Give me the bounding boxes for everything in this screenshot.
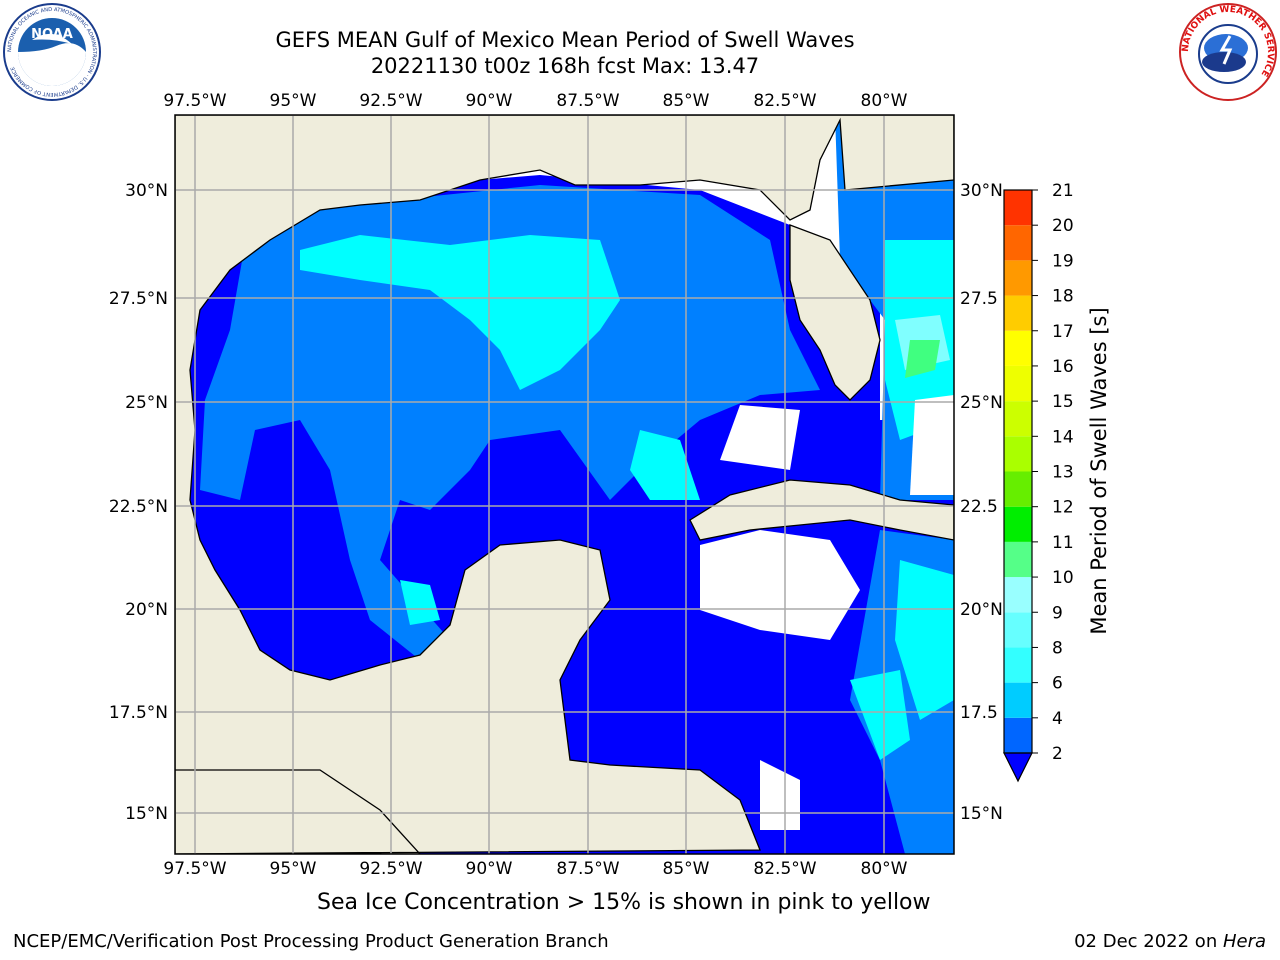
footer-credit: NCEP/EMC/Verification Post Processing Pr… bbox=[13, 931, 609, 952]
field-caribbean-cyan2 bbox=[850, 670, 910, 760]
lon-label-top: 80°W bbox=[861, 91, 908, 111]
colorbar-tick-label: 15 bbox=[1052, 392, 1074, 412]
lat-label-right: 22.5 bbox=[960, 497, 998, 517]
lat-label-left: 25°N bbox=[125, 393, 168, 413]
lon-label-top: 85°W bbox=[663, 91, 710, 111]
colorbar-tick-label: 14 bbox=[1052, 427, 1074, 447]
lat-label-left: 20°N bbox=[125, 600, 168, 620]
sea-ice-note: Sea Ice Concentration > 15% is shown in … bbox=[317, 890, 931, 915]
colorbar-tick-label: 12 bbox=[1052, 498, 1074, 518]
colorbar-tick-label: 6 bbox=[1052, 674, 1063, 694]
lat-labels-right: 30°N 27.5 25°N 22.5 20°N 17.5 15°N bbox=[960, 181, 1003, 824]
colorbar-segment bbox=[1004, 541, 1032, 578]
colorbar-segment bbox=[1004, 330, 1032, 366]
missing-data-patch bbox=[700, 530, 860, 640]
noaa-logo-text: NOAA bbox=[31, 27, 73, 42]
lat-label-right: 17.5 bbox=[960, 703, 998, 723]
lat-label-right: 25°N bbox=[960, 393, 1003, 413]
map-area bbox=[175, 115, 954, 854]
field-atlantic-green bbox=[905, 340, 940, 378]
colorbar-segment bbox=[1004, 506, 1032, 542]
field-cyan-small bbox=[400, 580, 440, 625]
colorbar-label: Mean Period of Swell Waves [s] bbox=[1087, 307, 1111, 634]
lat-label-left: 15°N bbox=[125, 804, 168, 824]
lon-label-bottom: 90°W bbox=[466, 859, 513, 879]
colorbar: 2 4 6 8 9 10 11 12 13 14 15 16 17 18 19 20 21 bbox=[1003, 181, 1074, 783]
lon-labels-bottom: 97.5°W 95°W 92.5°W 90°W 87.5°W 85°W 82.5°W 80°W bbox=[163, 859, 907, 879]
land-mainland bbox=[175, 115, 954, 854]
colorbar-segment bbox=[1004, 365, 1032, 402]
colorbar-tick-label: 21 bbox=[1052, 181, 1074, 201]
lon-label-top: 97.5°W bbox=[163, 91, 226, 111]
colorbar-segment bbox=[1004, 260, 1032, 296]
lat-label-left: 22.5°N bbox=[109, 497, 168, 517]
colorbar-segment bbox=[1004, 401, 1032, 437]
lat-label-left: 27.5°N bbox=[109, 289, 168, 309]
colorbar-tick-label: 17 bbox=[1052, 322, 1074, 342]
colorbar-tick-label: 10 bbox=[1052, 568, 1074, 588]
field-cyan-center bbox=[630, 430, 700, 500]
land-cuba bbox=[689, 479, 954, 541]
colorbar-tick-label: 20 bbox=[1052, 216, 1074, 236]
colorbar-segment bbox=[1004, 612, 1032, 648]
colorbar-tick-label: 11 bbox=[1052, 533, 1074, 553]
lat-label-right: 30°N bbox=[960, 181, 1003, 201]
lon-label-bottom: 92.5°W bbox=[359, 859, 422, 879]
missing-data-patch bbox=[910, 395, 954, 495]
map-subtitle: 20221130 t00z 168h fcst Max: 13.47 bbox=[370, 54, 760, 78]
colorbar-tick-label: 19 bbox=[1052, 251, 1074, 271]
lon-label-top: 90°W bbox=[466, 91, 513, 111]
colorbar-tick-label: 9 bbox=[1052, 603, 1063, 623]
land-florida bbox=[789, 224, 881, 401]
colorbar-tick-label: 8 bbox=[1052, 638, 1063, 658]
colorbar-tick-label: 2 bbox=[1052, 744, 1063, 764]
colorbar-segment bbox=[1004, 471, 1032, 507]
colorbar-tick-label: 4 bbox=[1052, 709, 1063, 729]
nws-logo-icon: NATIONAL WEATHER SERVICE bbox=[1179, 3, 1277, 101]
lon-labels-top: 97.5°W 95°W 92.5°W 90°W 87.5°W 85°W 82.5°W 80°W bbox=[163, 91, 907, 111]
footer-machine: Hera bbox=[1222, 931, 1266, 952]
lon-label-bottom: 85°W bbox=[663, 859, 710, 879]
field-caribbean-cyan bbox=[895, 560, 954, 720]
colorbar-segment bbox=[1004, 647, 1032, 683]
lat-label-left: 30°N bbox=[125, 181, 168, 201]
colorbar-tick-label: 13 bbox=[1052, 463, 1074, 483]
colorbar-tick-label: 18 bbox=[1052, 287, 1074, 307]
colorbar-segment bbox=[1004, 682, 1032, 718]
lon-label-top: 95°W bbox=[270, 91, 317, 111]
lon-label-top: 92.5°W bbox=[359, 91, 422, 111]
lon-label-bottom: 97.5°W bbox=[163, 859, 226, 879]
colorbar-segment bbox=[1004, 225, 1032, 261]
colorbar-segment bbox=[1004, 190, 1032, 226]
map-title: GEFS MEAN Gulf of Mexico Mean Period of … bbox=[275, 28, 855, 52]
footer-date-text: 02 Dec 2022 on bbox=[1074, 931, 1223, 952]
field-light-blue bbox=[200, 185, 820, 660]
lat-label-right: 15°N bbox=[960, 804, 1003, 824]
map-gridlines bbox=[175, 115, 954, 854]
colorbar-tick-label: 16 bbox=[1052, 357, 1074, 377]
lon-label-top: 87.5°W bbox=[556, 91, 619, 111]
colorbar-extend-triangle bbox=[1003, 752, 1033, 783]
lat-label-right: 20°N bbox=[960, 600, 1003, 620]
lon-label-top: 82.5°W bbox=[753, 91, 816, 111]
colorbar-segment bbox=[1004, 717, 1032, 753]
lat-label-left: 17.5°N bbox=[109, 703, 168, 723]
missing-data-patch bbox=[720, 405, 800, 470]
field-cyan-north bbox=[300, 235, 620, 390]
lat-labels-left: 30°N 27.5°N 25°N 22.5°N 20°N 17.5°N 15°N bbox=[109, 181, 168, 824]
colorbar-segment bbox=[1004, 436, 1032, 472]
lon-label-bottom: 95°W bbox=[270, 859, 317, 879]
lon-label-bottom: 82.5°W bbox=[753, 859, 816, 879]
colorbar-segment bbox=[1004, 295, 1032, 331]
lon-label-bottom: 80°W bbox=[861, 859, 908, 879]
footer-date: 02 Dec 2022 on Hera bbox=[1074, 931, 1266, 952]
colorbar-segment bbox=[1004, 577, 1032, 613]
land-mass bbox=[175, 115, 954, 854]
lon-label-bottom: 87.5°W bbox=[556, 859, 619, 879]
map-frame bbox=[174, 114, 955, 855]
lat-label-right: 27.5 bbox=[960, 289, 998, 309]
noaa-logo-icon: NATIONAL OCEANIC AND ATMOSPHERIC ADMINIS… bbox=[3, 3, 101, 101]
